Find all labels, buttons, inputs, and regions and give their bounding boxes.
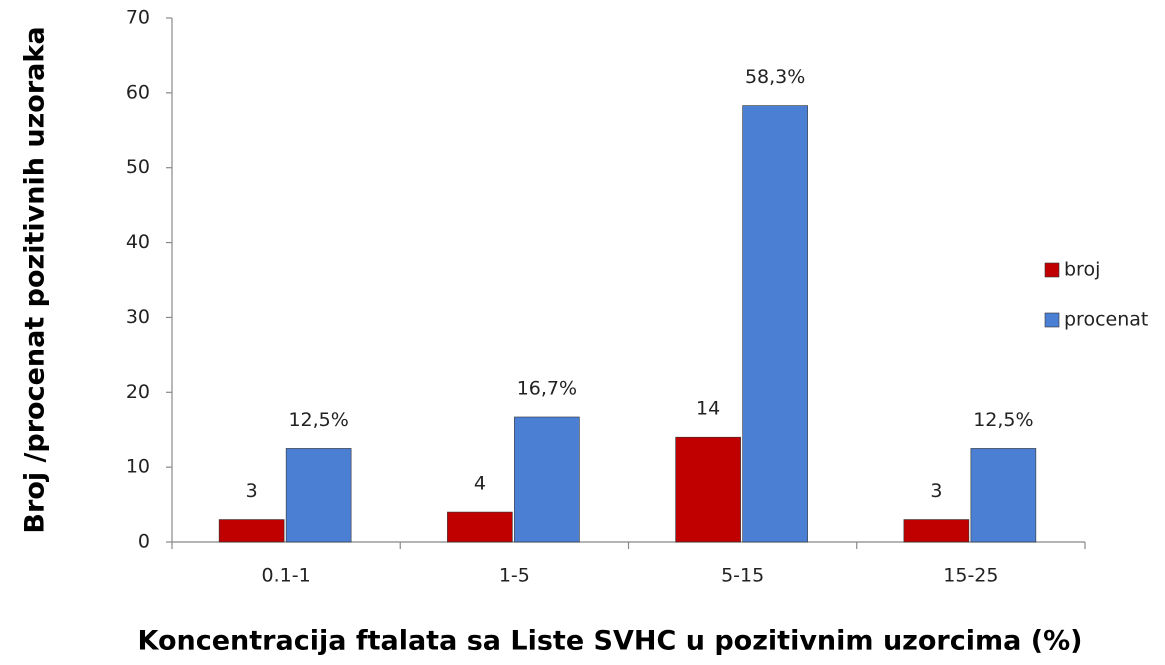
bar	[514, 416, 580, 543]
x-axis-title: Koncentracija ftalata sa Liste SVHC u po…	[138, 626, 1083, 657]
data-label: 3	[930, 480, 942, 502]
bar	[903, 519, 970, 543]
data-label: 16,7%	[517, 377, 577, 399]
bar	[447, 511, 513, 543]
x-tick-label: 5-15	[721, 565, 764, 587]
legend-label: procenat	[1064, 309, 1148, 331]
legend-swatch	[1044, 262, 1060, 278]
data-label: 4	[474, 473, 486, 495]
bar	[742, 105, 808, 543]
bar	[218, 519, 285, 543]
data-label: 14	[696, 398, 720, 420]
data-label: 12,5%	[973, 409, 1033, 431]
data-label: 58,3%	[745, 66, 805, 88]
bar	[285, 448, 352, 543]
y-tick-label: 50	[126, 156, 150, 178]
x-tick-label: 15-25	[943, 565, 998, 587]
y-tick-label: 70	[126, 7, 150, 29]
y-tick-label: 30	[126, 306, 150, 328]
legend-swatch	[1044, 312, 1060, 328]
bar	[970, 448, 1037, 543]
y-tick-label: 20	[126, 381, 150, 403]
data-label: 12,5%	[288, 409, 348, 431]
bar	[675, 436, 741, 543]
legend-label: broj	[1064, 259, 1100, 281]
data-label: 3	[246, 480, 258, 502]
y-tick-label: 0	[138, 531, 150, 553]
x-tick-label: 1-5	[499, 565, 530, 587]
y-tick-label: 40	[126, 231, 150, 253]
y-tick-label: 10	[126, 456, 150, 478]
x-tick-label: 0.1-1	[262, 565, 311, 587]
y-tick-label: 60	[126, 81, 150, 103]
y-axis-title: Broj /procenat pozitivnih uzoraka	[20, 26, 51, 533]
